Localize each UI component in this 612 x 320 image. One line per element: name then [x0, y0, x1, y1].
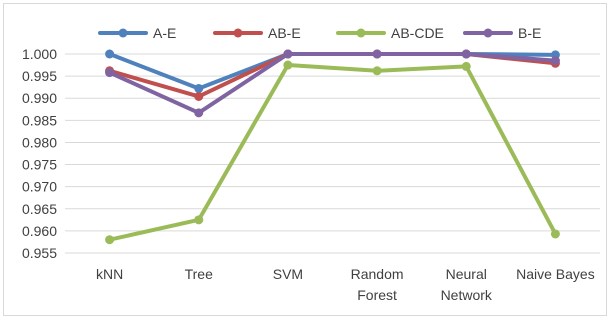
- x-tick-label: SVM: [273, 266, 303, 282]
- x-tick-label: Neural Network: [441, 266, 493, 303]
- data-point: [461, 49, 471, 59]
- series-line-ab-e: [107, 52, 558, 99]
- legend-label: AB-E: [268, 25, 301, 41]
- x-tick-label-line: Forest: [357, 287, 397, 303]
- y-tick-label: 0.970: [22, 179, 57, 195]
- data-point: [105, 235, 115, 245]
- legend-swatch-marker: [233, 28, 243, 38]
- x-tick-label-line: Network: [441, 287, 493, 303]
- y-tick-label: 0.995: [22, 68, 57, 84]
- legend-label: AB-CDE: [391, 25, 444, 41]
- y-tick-label: 1.000: [22, 46, 57, 62]
- data-point: [550, 56, 560, 66]
- x-tick-label-line: kNN: [96, 266, 123, 282]
- x-tick-label: Random Forest: [351, 266, 404, 303]
- legend-label: A-E: [153, 25, 176, 41]
- data-point: [283, 49, 293, 59]
- y-tick-label: 0.965: [22, 201, 57, 217]
- data-point: [283, 60, 293, 70]
- x-tick-label-line: Random: [351, 266, 404, 282]
- legend-swatch-marker: [118, 28, 128, 38]
- x-tick-label: kNN: [96, 266, 123, 282]
- series-lines: [105, 49, 560, 245]
- legend-swatch-marker: [356, 28, 366, 38]
- x-tick-label-line: Tree: [185, 266, 213, 282]
- y-tick-label: 0.990: [22, 90, 57, 106]
- gridlines: [65, 53, 600, 254]
- y-axis-ticks: 0.955 0.960 0.965 0.970 0.975 0.980 0.985 0.990…: [22, 46, 57, 261]
- y-tick-label: 0.980: [22, 134, 57, 150]
- legend-label: B-E: [518, 25, 541, 41]
- x-axis-ticks: kNN Tree SVM Random Forest Neural Network Naive…: [96, 266, 595, 303]
- data-point: [550, 229, 560, 239]
- x-tick-label-line: SVM: [273, 266, 303, 282]
- data-point: [372, 49, 382, 59]
- x-tick-label-line: Naive Bayes: [516, 266, 595, 282]
- series-line-a-e: [107, 52, 558, 91]
- data-point: [105, 68, 115, 78]
- series-line-b-e: [107, 52, 558, 115]
- data-point: [194, 108, 204, 118]
- x-tick-label: Naive Bayes: [516, 266, 595, 282]
- y-tick-label: 0.960: [22, 223, 57, 239]
- series-line-ab-cde: [107, 63, 558, 242]
- data-point: [194, 83, 204, 93]
- y-tick-label: 0.955: [22, 245, 57, 261]
- x-tick-label-line: Neural: [446, 266, 487, 282]
- y-tick-label: 0.975: [22, 157, 57, 173]
- data-point: [194, 91, 204, 101]
- legend-swatch-marker: [483, 28, 493, 38]
- legend: A-E AB-E AB-CDE B-E: [98, 25, 541, 41]
- data-point: [372, 66, 382, 76]
- x-tick-label: Tree: [185, 266, 213, 282]
- y-tick-label: 0.985: [22, 112, 57, 128]
- data-point: [194, 215, 204, 225]
- data-point: [105, 49, 115, 59]
- data-point: [461, 61, 471, 71]
